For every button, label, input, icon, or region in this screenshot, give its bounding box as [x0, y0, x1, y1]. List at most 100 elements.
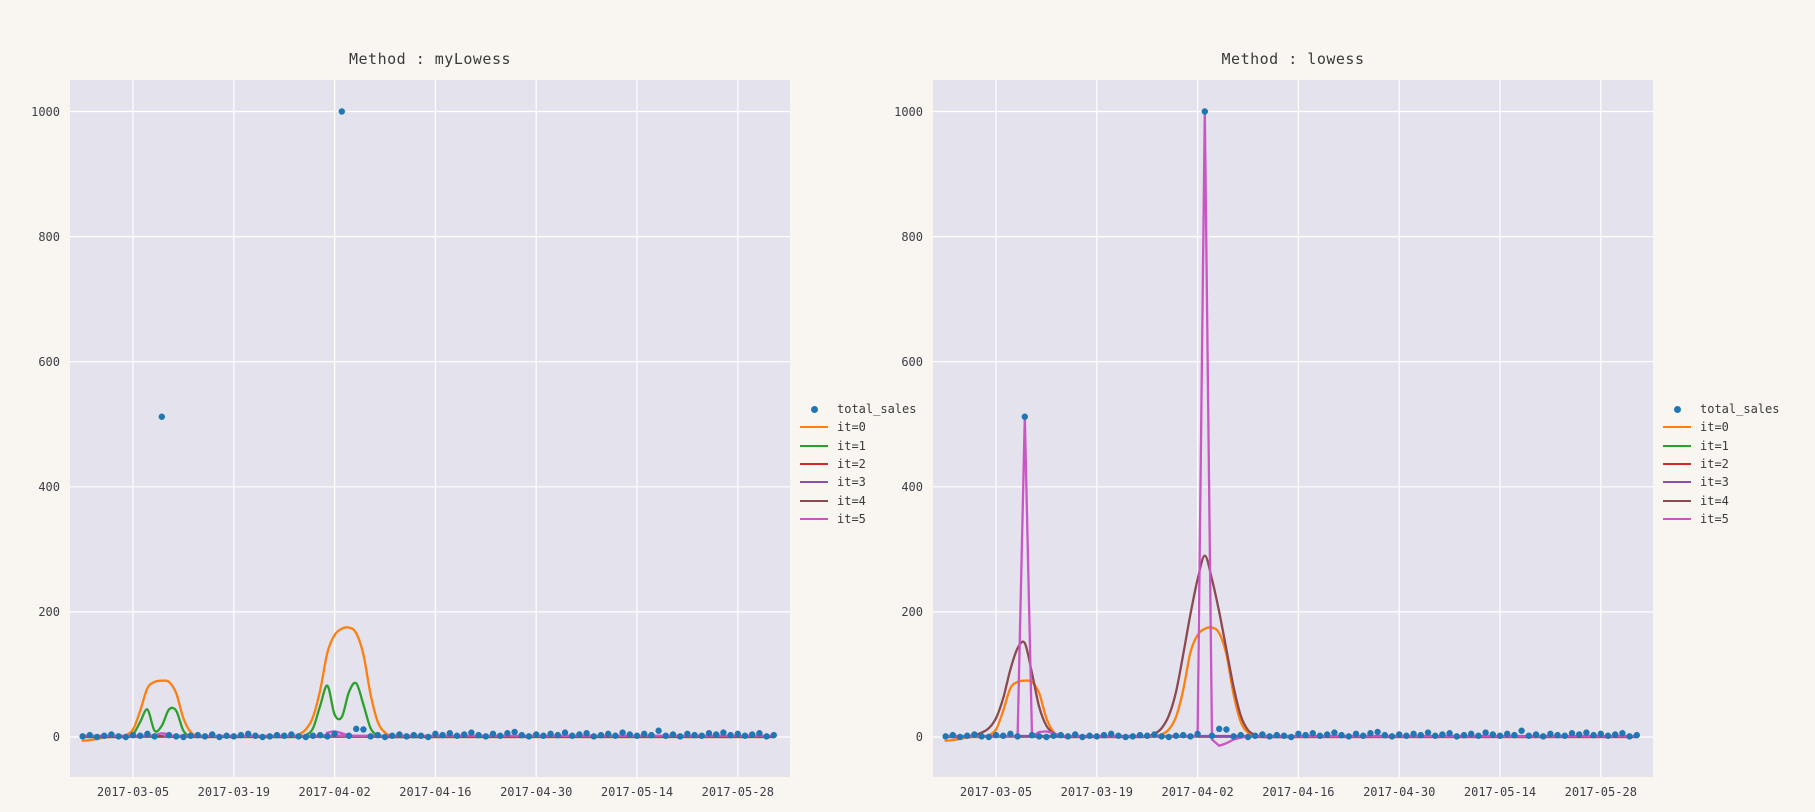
y-tick-label: 600 [38, 354, 60, 369]
plot-area [70, 80, 790, 777]
scatter-point [1511, 731, 1518, 739]
scatter-point [396, 731, 403, 738]
scatter-point [504, 730, 511, 737]
scatter-point [367, 733, 374, 740]
scatter-point [1338, 731, 1345, 739]
scatter-point [1093, 733, 1100, 740]
scatter-point [1417, 731, 1424, 739]
scatter-point [1021, 413, 1028, 420]
plot-background [933, 80, 1653, 777]
legend-item-it-3: it=3 [1663, 473, 1729, 491]
scatter-point [1532, 731, 1540, 738]
scatter-point [281, 732, 288, 739]
scatter-point [309, 732, 317, 739]
legend-item-it-0: it=0 [800, 418, 866, 436]
scatter-point [1453, 733, 1460, 740]
scatter-point [1244, 733, 1252, 741]
y-tick-label: 800 [901, 229, 923, 244]
scatter-point [273, 731, 281, 739]
scatter-point [612, 732, 619, 739]
y-tick-label: 400 [901, 479, 923, 494]
scatter-point [1352, 730, 1360, 738]
scatter-point [1309, 730, 1316, 737]
scatter-point [1432, 732, 1439, 739]
scatter-point [129, 731, 137, 739]
x-tick-label: 2017-05-28 [1564, 785, 1637, 799]
x-tick-label: 2017-05-14 [600, 785, 674, 799]
scatter-point [648, 731, 655, 739]
scatter-point [187, 732, 194, 739]
legend-item-it-5: it=5 [800, 510, 866, 528]
scatter-point [1460, 731, 1468, 739]
scatter-total_sales [942, 108, 1640, 741]
scatter-point [237, 731, 245, 739]
scatter-point [381, 733, 389, 741]
legend-dot-marker [800, 405, 828, 413]
series-line-it-5 [944, 110, 1638, 747]
legend-line-marker [1663, 499, 1691, 502]
legend-item-total_sales: total_sales [800, 400, 916, 418]
scatter-point [641, 730, 648, 738]
scatter-point [626, 731, 633, 738]
scatter-point [1180, 731, 1187, 739]
scatter-point [1604, 732, 1612, 739]
scatter-point [180, 733, 187, 741]
scatter-point [956, 733, 964, 741]
scatter-point [1547, 730, 1554, 738]
scatter-point [317, 731, 324, 739]
scatter-point [209, 731, 216, 738]
scatter-point [468, 729, 475, 736]
scatter-point [1266, 733, 1273, 740]
scatter-point [410, 731, 417, 739]
scatter-point [605, 730, 612, 738]
scatter-point [374, 731, 381, 739]
scatter-point [1187, 733, 1194, 740]
x-tick-label: 2017-05-28 [701, 785, 774, 799]
scatter-point [201, 733, 209, 740]
legend-item-it-4: it=4 [1663, 492, 1729, 510]
scatter-point [691, 731, 698, 739]
scatter-point [1518, 727, 1525, 734]
scatter-point [1626, 733, 1633, 740]
x-tick-label: 2017-04-30 [1363, 785, 1436, 799]
scatter-point [1496, 732, 1504, 739]
scatter-point [338, 108, 345, 115]
plot-area [933, 80, 1653, 777]
scatter-point [1043, 733, 1050, 741]
scatter-point [79, 733, 86, 740]
legend-line-marker [1663, 444, 1691, 447]
scatter-point [497, 732, 504, 739]
scatter-point [1014, 733, 1021, 740]
scatter-point [554, 731, 561, 739]
scatter-point [1633, 731, 1640, 739]
plot-background [70, 80, 790, 777]
scatter-point [353, 725, 360, 733]
scatter-point [446, 730, 453, 737]
scatter-point [1424, 729, 1432, 736]
scatter-point [1540, 733, 1547, 740]
y-tick-label: 0 [915, 730, 923, 744]
y-tick-label: 1000 [31, 104, 60, 119]
scatter-point [1295, 730, 1302, 738]
scatter-point [1504, 730, 1511, 738]
scatter-point [475, 731, 482, 739]
line-marker-icon [1663, 462, 1691, 465]
line-marker-icon [800, 426, 828, 429]
scatter-point [720, 729, 727, 736]
legend-item-it-0: it=0 [1663, 418, 1729, 436]
scatter-point [992, 731, 1000, 739]
scatter-point [144, 730, 151, 738]
scatter-point [1057, 731, 1064, 739]
scatter-point [949, 731, 956, 739]
scatter-point [583, 730, 590, 737]
scatter-point [734, 730, 741, 738]
scatter-point [266, 733, 273, 740]
scatter-point [360, 726, 367, 733]
scatter-point [439, 731, 446, 739]
scatter-point [1122, 733, 1129, 741]
scatter-point [1216, 725, 1223, 733]
scatter-marker-icon [810, 405, 818, 413]
x-tick-label: 2017-03-05 [959, 785, 1033, 799]
scatter-point [698, 732, 705, 739]
